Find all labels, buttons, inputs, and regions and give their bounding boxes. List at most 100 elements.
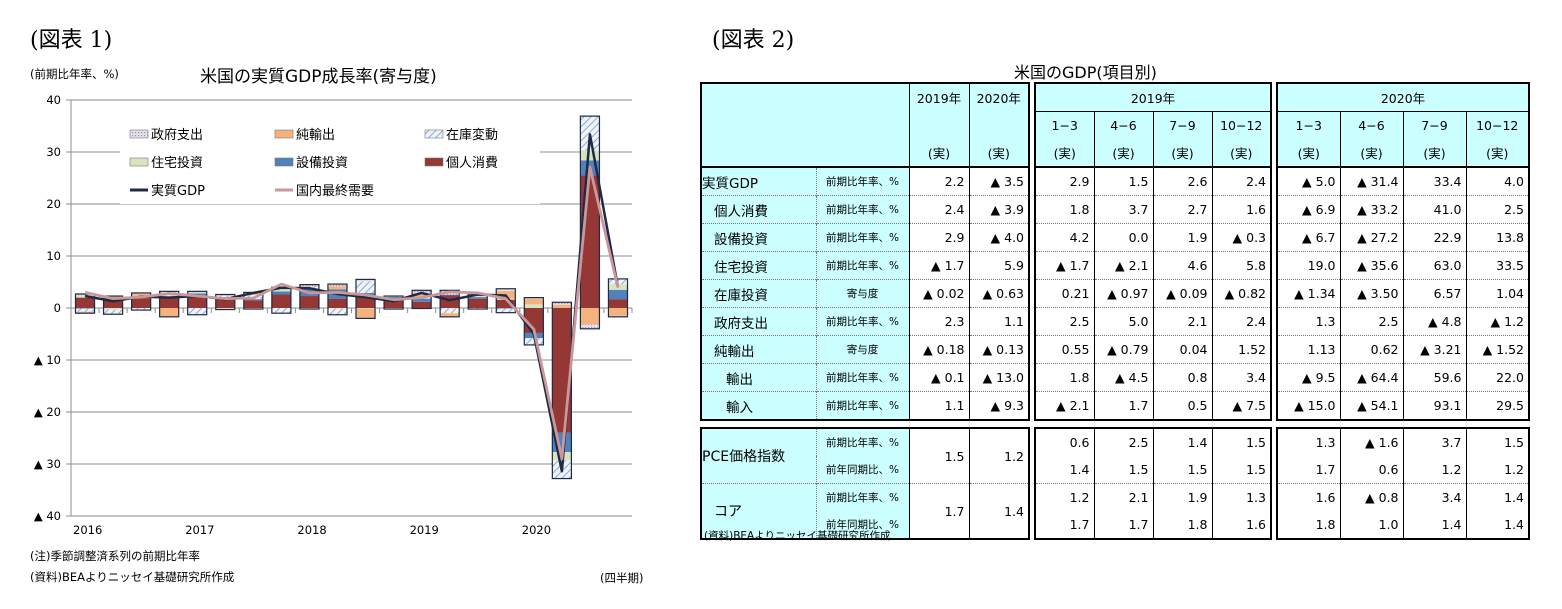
value-cell: 1.4 bbox=[968, 483, 1030, 540]
value-cell: ▲ 4.0 bbox=[968, 223, 1030, 252]
bar-segment bbox=[327, 286, 348, 290]
bar-segment bbox=[131, 298, 151, 308]
row-unit: 前期比年率、% bbox=[815, 223, 909, 252]
column-gap bbox=[1271, 335, 1277, 364]
header-group-2020: 2020年 bbox=[1276, 82, 1530, 112]
value-cell: 5.8 bbox=[1211, 251, 1272, 280]
y-tick-label: 10 bbox=[46, 249, 61, 263]
value-cell: ▲ 27.2 bbox=[1339, 223, 1403, 252]
row-unit: 前期比年率、% bbox=[815, 483, 909, 511]
table-row: コア 前期比年率、% 1.7 1.4 1.2 2.1 1.9 1.3 1.6 ▲ 0.8 3.4 1.… bbox=[700, 483, 1530, 540]
header-sub: (実) bbox=[1211, 139, 1272, 167]
bar-segment bbox=[440, 295, 460, 296]
bar-segment bbox=[608, 308, 628, 316]
table-cell bbox=[908, 111, 969, 139]
table-row: 設備投資 前期比年率、% 2.9 ▲ 4.0 4.2 0.0 1.9 ▲ 0.3 ▲ 6.7 ▲ … bbox=[700, 223, 1530, 252]
table-row: 前年同期比、% 1.4 1.5 1.5 1.5 1.7 0.6 1.2 1.2 bbox=[701, 456, 1530, 484]
bar-segment bbox=[412, 298, 432, 302]
table-row: 住宅投資 前期比年率、% ▲ 1.7 5.9 ▲ 1.7 ▲ 2.1 4.6 5.8 19.0 ▲… bbox=[700, 251, 1530, 280]
value-cell: 1.5 bbox=[1152, 456, 1212, 484]
column-gap bbox=[1029, 83, 1035, 112]
bar-segment bbox=[524, 338, 544, 345]
value-cell: 19.0 bbox=[1276, 251, 1340, 280]
row-label: 政府支出 bbox=[700, 307, 816, 336]
value-cell: 93.1 bbox=[1402, 391, 1466, 421]
value-cell: 0.8 bbox=[1152, 363, 1212, 392]
header-sub: (実) bbox=[968, 139, 1030, 167]
row-label: PCE価格指数 bbox=[700, 427, 816, 484]
bar-segment bbox=[524, 304, 544, 308]
y-tick-label: 20 bbox=[46, 197, 61, 211]
bar-segment bbox=[440, 313, 460, 317]
value-cell: ▲ 9.5 bbox=[1276, 363, 1340, 392]
header-sub: (実) bbox=[1276, 139, 1340, 167]
column-gap bbox=[1271, 307, 1277, 336]
value-cell: ▲ 1.7 bbox=[908, 251, 969, 280]
row-unit: 寄与度 bbox=[815, 335, 909, 364]
quarter-header: 10−12 bbox=[1465, 111, 1530, 139]
value-cell: 5.0 bbox=[1093, 307, 1153, 336]
column-gap bbox=[1271, 511, 1277, 539]
bar-segment bbox=[271, 294, 291, 308]
table-row: 輸出 前期比年率、% ▲ 0.1 ▲ 13.0 1.8 ▲ 4.5 0.8 3.4 ▲ 9.5 ▲… bbox=[700, 363, 1530, 392]
x-axis-unit: (四半期) bbox=[600, 571, 644, 585]
value-cell: 33.4 bbox=[1402, 166, 1466, 196]
table-row: 個人消費 前期比年率、% 2.4 ▲ 3.9 1.8 3.7 2.7 1.6 ▲ 6.9 ▲ 33… bbox=[700, 195, 1530, 224]
value-cell: 1.4 bbox=[1402, 511, 1466, 540]
bar-segment bbox=[355, 279, 376, 282]
header-sub: (実) bbox=[1034, 139, 1094, 167]
chart-source: (資料)BEAよりニッセイ基礎研究所作成 bbox=[30, 570, 235, 584]
bar-segment bbox=[440, 308, 460, 314]
value-cell: ▲ 2.1 bbox=[1034, 391, 1094, 421]
row-unit: 前期比年率、% bbox=[815, 166, 909, 196]
table-row: 前年同期比、% 1.7 1.7 1.8 1.6 1.8 1.0 1.4 1.4 bbox=[701, 511, 1530, 540]
quarter-header: 1−3 bbox=[1276, 111, 1340, 139]
value-cell: 1.5 bbox=[1093, 456, 1153, 484]
legend-label: 住宅投資 bbox=[151, 155, 203, 171]
value-cell: 1.9 bbox=[1152, 483, 1212, 511]
row-label: 住宅投資 bbox=[700, 251, 816, 280]
value-cell: 29.5 bbox=[1465, 391, 1530, 421]
value-cell: 3.4 bbox=[1211, 363, 1272, 392]
column-gap bbox=[1271, 111, 1277, 139]
value-cell: ▲ 5.0 bbox=[1276, 166, 1340, 196]
bar-segment bbox=[496, 299, 516, 308]
value-cell: ▲ 64.4 bbox=[1339, 363, 1403, 392]
bar-segment bbox=[103, 309, 123, 314]
value-cell: 2.4 bbox=[1211, 307, 1272, 336]
value-cell: 1.5 bbox=[1211, 427, 1272, 456]
y-tick-label: ▲ 10 bbox=[34, 353, 61, 367]
value-cell: 1.7 bbox=[1093, 511, 1153, 540]
value-cell: 0.21 bbox=[1034, 279, 1094, 308]
table-row: PCE価格指数 前期比年率、% 1.5 1.2 0.6 2.5 1.4 1.5 1.3 ▲ 1.6… bbox=[700, 427, 1530, 484]
x-tick-label: 2016 bbox=[73, 523, 102, 537]
value-cell: 1.4 bbox=[1152, 427, 1212, 456]
value-cell: ▲ 33.2 bbox=[1339, 195, 1403, 224]
bar-segment bbox=[75, 308, 95, 312]
bar-segment bbox=[187, 308, 207, 315]
bar-segment bbox=[271, 291, 291, 295]
column-gap bbox=[1271, 428, 1277, 456]
value-cell: ▲ 4.5 bbox=[1093, 363, 1153, 392]
bar-segment bbox=[159, 297, 179, 308]
value-cell: 1.1 bbox=[968, 307, 1030, 336]
column-gap bbox=[1271, 363, 1277, 392]
column-gap bbox=[1271, 456, 1277, 484]
value-cell: 2.9 bbox=[908, 223, 969, 252]
value-cell: ▲ 6.7 bbox=[1276, 223, 1340, 252]
table-row: 在庫投資 寄与度 ▲ 0.02 ▲ 0.63 0.21 ▲ 0.97 ▲ 0.09 ▲ 0.8… bbox=[700, 279, 1530, 308]
legend-swatch-icon bbox=[424, 157, 444, 167]
column-gap bbox=[1271, 139, 1277, 167]
value-cell: ▲ 0.09 bbox=[1152, 279, 1212, 308]
value-cell: 3.7 bbox=[1093, 195, 1153, 224]
row-unit: 前期比年率、% bbox=[815, 363, 909, 392]
value-cell: 1.1 bbox=[908, 391, 969, 421]
legend-label: 在庫変動 bbox=[446, 127, 498, 143]
value-cell: 2.1 bbox=[1152, 307, 1212, 336]
row-unit: 前年同期比、% bbox=[815, 456, 909, 484]
value-cell: 0.6 bbox=[1034, 427, 1094, 456]
value-cell: 1.4 bbox=[1465, 511, 1530, 540]
value-cell: 1.9 bbox=[1152, 223, 1212, 252]
value-cell: 1.7 bbox=[1034, 511, 1094, 540]
value-cell: ▲ 3.50 bbox=[1339, 279, 1403, 308]
